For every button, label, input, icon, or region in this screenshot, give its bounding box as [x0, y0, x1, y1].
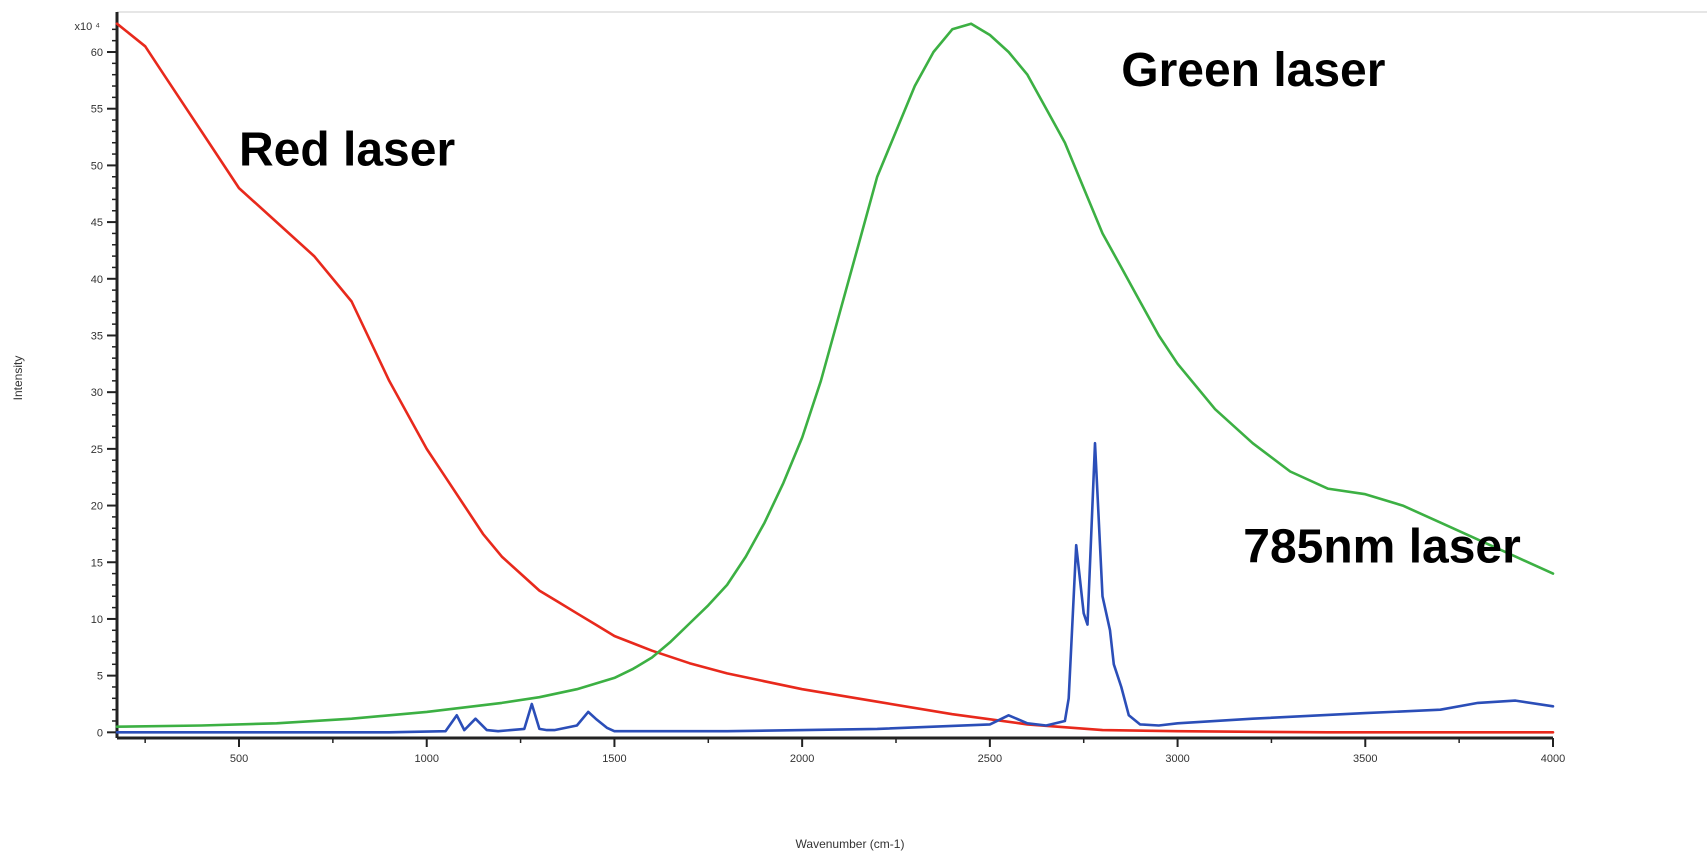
y-tick-label: 40 — [91, 274, 103, 286]
x-axis-title: Wavenumber (cm-1) — [796, 837, 905, 851]
x-tick-label: 2000 — [790, 753, 814, 765]
x-tick-label: 2500 — [978, 753, 1002, 765]
y-tick-label: 55 — [91, 104, 103, 116]
x-tick-label: 1000 — [414, 753, 438, 765]
series-line-1 — [115, 22, 1555, 734]
series-line-3 — [115, 441, 1555, 734]
y-tick-label: 60 — [91, 47, 103, 59]
y-tick-label: 10 — [91, 614, 103, 626]
y-tick-label: 20 — [91, 501, 103, 513]
series-line-2 — [115, 22, 1555, 728]
annotation-label-3: 785nm laser — [1243, 520, 1521, 573]
y-tick-label: 45 — [91, 217, 103, 229]
x-tick-label: 1500 — [602, 753, 626, 765]
y-tick-label: 30 — [91, 387, 103, 399]
y-axis-title: Intensity — [11, 356, 25, 401]
y-tick-label: 35 — [91, 330, 103, 342]
y-tick-label: 50 — [91, 160, 103, 172]
y-tick-label: 5 — [97, 671, 103, 683]
y-tick-label: 25 — [91, 444, 103, 456]
x-tick-label: 4000 — [1541, 753, 1565, 765]
y-axis-multiplier-label: x10 ⁴ — [74, 21, 100, 33]
annotation-label-1: Red laser — [239, 123, 455, 176]
y-tick-label: 15 — [91, 557, 103, 569]
x-tick-label: 500 — [230, 753, 248, 765]
x-tick-label: 3000 — [1165, 753, 1189, 765]
x-tick-label: 3500 — [1353, 753, 1377, 765]
annotation-label-2: Green laser — [1121, 44, 1385, 97]
y-tick-label: 0 — [97, 727, 103, 739]
